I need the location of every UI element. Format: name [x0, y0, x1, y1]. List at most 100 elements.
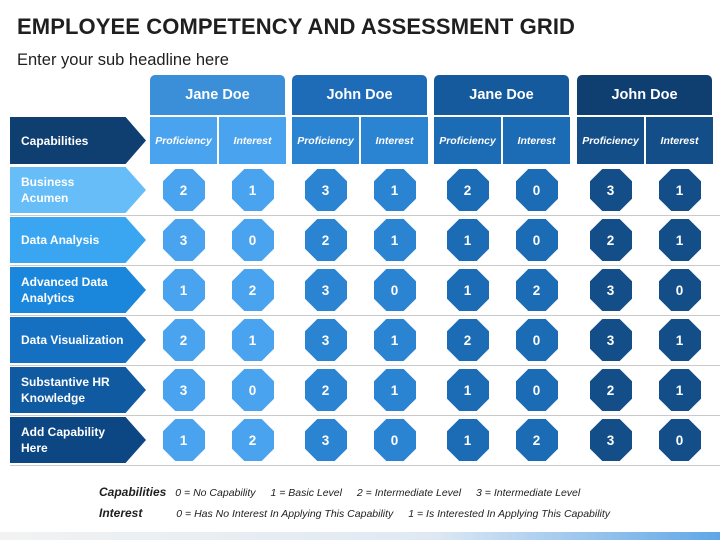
- octagon-badge-icon: [589, 419, 632, 461]
- octagon-badge-icon: [515, 269, 558, 311]
- interest-score: 2: [515, 269, 558, 311]
- octagon-badge-icon: [589, 319, 632, 361]
- octagon-badge-icon: [589, 219, 632, 261]
- octagon-badge-icon: [304, 419, 347, 461]
- proficiency-column-header: Proficiency: [292, 117, 359, 164]
- score-value: 0: [532, 332, 541, 348]
- score-value: 3: [321, 282, 330, 298]
- score-value: 3: [179, 382, 188, 398]
- employee-header: John Doe: [292, 75, 427, 115]
- capabilities-legend-item: 1 = Basic Level: [270, 487, 342, 499]
- score-value: 3: [179, 232, 188, 248]
- octagon-badge-icon: [162, 369, 205, 411]
- interest-column-header: Interest: [361, 117, 428, 164]
- interest-score: 1: [231, 319, 274, 361]
- score-value: 1: [390, 232, 399, 248]
- octagon-badge-icon: [304, 169, 347, 211]
- row-divider: [10, 265, 720, 266]
- proficiency-score: 3: [304, 269, 347, 311]
- interest-legend: Interest 0 = Has No Interest In Applying…: [99, 506, 622, 520]
- proficiency-score: 2: [162, 169, 205, 211]
- score-value: 3: [606, 432, 615, 448]
- score-value: 2: [248, 282, 257, 298]
- proficiency-score: 3: [589, 169, 632, 211]
- octagon-badge-icon: [446, 319, 489, 361]
- interest-score: 0: [658, 419, 701, 461]
- interest-column-header: Interest: [503, 117, 570, 164]
- score-value: 2: [606, 232, 615, 248]
- score-value: 1: [390, 382, 399, 398]
- capabilities-legend: Capabilities 0 = No Capability 1 = Basic…: [99, 485, 592, 499]
- interest-score: 0: [231, 219, 274, 261]
- score-value: 3: [606, 332, 615, 348]
- octagon-badge-icon: [231, 219, 274, 261]
- score-value: 0: [390, 282, 399, 298]
- interest-score: 0: [231, 369, 274, 411]
- score-value: 0: [675, 432, 684, 448]
- interest-column-header: Interest: [219, 117, 286, 164]
- page-title: EMPLOYEE COMPETENCY AND ASSESSMENT GRID: [17, 14, 576, 39]
- octagon-badge-icon: [231, 419, 274, 461]
- octagon-badge-icon: [658, 319, 701, 361]
- octagon-badge-icon: [373, 269, 416, 311]
- interest-score: 0: [515, 319, 558, 361]
- interest-score: 2: [515, 419, 558, 461]
- octagon-badge-icon: [162, 219, 205, 261]
- row-divider: [10, 315, 720, 316]
- score-value: 1: [463, 382, 472, 398]
- octagon-badge-icon: [589, 369, 632, 411]
- score-value: 2: [321, 232, 330, 248]
- score-value: 1: [675, 182, 684, 198]
- sub-headline: Enter your sub headline here: [17, 51, 229, 69]
- proficiency-score: 2: [304, 219, 347, 261]
- octagon-badge-icon: [515, 419, 558, 461]
- employee-header: Jane Doe: [150, 75, 285, 115]
- score-value: 3: [606, 282, 615, 298]
- octagon-badge-icon: [304, 269, 347, 311]
- interest-column-header: Interest: [646, 117, 713, 164]
- score-value: 1: [675, 232, 684, 248]
- proficiency-score: 3: [162, 369, 205, 411]
- octagon-badge-icon: [231, 319, 274, 361]
- score-value: 2: [463, 182, 472, 198]
- proficiency-score: 3: [304, 419, 347, 461]
- octagon-badge-icon: [162, 319, 205, 361]
- octagon-badge-icon: [515, 169, 558, 211]
- proficiency-score: 1: [446, 419, 489, 461]
- score-value: 1: [179, 432, 188, 448]
- octagon-badge-icon: [589, 269, 632, 311]
- octagon-badge-icon: [658, 219, 701, 261]
- capability-label: Substantive HR Knowledge: [10, 367, 146, 413]
- octagon-badge-icon: [373, 319, 416, 361]
- interest-score: 1: [658, 169, 701, 211]
- proficiency-score: 3: [589, 319, 632, 361]
- octagon-badge-icon: [231, 369, 274, 411]
- octagon-badge-icon: [373, 219, 416, 261]
- capabilities-legend-item: 2 = Intermediate Level: [356, 487, 462, 499]
- capabilities-legend-item: 0 = No Capability: [175, 487, 256, 499]
- interest-score: 1: [658, 219, 701, 261]
- proficiency-score: 3: [304, 169, 347, 211]
- proficiency-score: 1: [162, 419, 205, 461]
- score-value: 2: [179, 182, 188, 198]
- row-divider: [10, 415, 720, 416]
- score-value: 0: [532, 182, 541, 198]
- interest-score: 1: [373, 319, 416, 361]
- proficiency-score: 2: [162, 319, 205, 361]
- octagon-badge-icon: [162, 269, 205, 311]
- interest-score: 0: [658, 269, 701, 311]
- score-value: 2: [321, 382, 330, 398]
- octagon-badge-icon: [373, 169, 416, 211]
- proficiency-score: 2: [589, 219, 632, 261]
- interest-score: 2: [231, 419, 274, 461]
- octagon-badge-icon: [515, 369, 558, 411]
- score-value: 1: [463, 432, 472, 448]
- octagon-badge-icon: [658, 269, 701, 311]
- score-value: 0: [248, 382, 257, 398]
- octagon-badge-icon: [658, 169, 701, 211]
- capabilities-header: Capabilities: [10, 117, 146, 164]
- octagon-badge-icon: [446, 369, 489, 411]
- employee-header: John Doe: [577, 75, 712, 115]
- interest-score: 1: [658, 319, 701, 361]
- score-value: 2: [463, 332, 472, 348]
